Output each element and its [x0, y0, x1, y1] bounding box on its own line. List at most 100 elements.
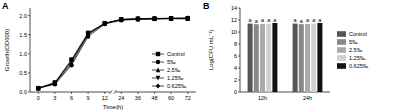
bar: [293, 24, 298, 92]
legend-marker: [156, 67, 160, 72]
y-tick: [238, 44, 240, 45]
significance-letter: a: [249, 17, 253, 23]
x-tick: [137, 92, 138, 94]
line: [38, 18, 187, 88]
bar: [260, 24, 265, 92]
legend-label: 0.625‰: [167, 83, 187, 89]
legend-label: 5‰: [167, 59, 176, 65]
significance-letter: a: [255, 18, 259, 24]
bar: [266, 24, 271, 92]
line: [38, 19, 187, 88]
x-tick-label: 9: [87, 95, 90, 101]
axis-break: [114, 90, 117, 94]
figure: AGrowth(OD600)Time(h)0.00.51.01.52.00369…: [0, 0, 400, 112]
y-axis-label: Log(CFU mL⁻¹): [208, 30, 214, 70]
legend-label: 1.25‰: [167, 75, 184, 81]
y-tick: [238, 92, 240, 93]
x-tick-label: 12h: [258, 95, 267, 101]
x-tick-label: 48: [151, 95, 157, 101]
significance-letter: a: [318, 17, 322, 23]
legend-label: 2.5‰: [167, 67, 181, 73]
significance-letter: a: [306, 17, 310, 23]
y-axis: [240, 8, 241, 92]
x-tick: [54, 92, 55, 94]
significance-letter: a: [312, 17, 316, 23]
line: [38, 19, 187, 88]
x-tick: [154, 92, 155, 94]
marker: [36, 86, 40, 91]
y-axis: [30, 8, 31, 92]
legend-swatch: [337, 63, 346, 69]
legend-marker: [156, 60, 160, 64]
y-tick-label: 14: [231, 5, 237, 11]
significance-letter: a: [273, 17, 277, 23]
bar: [248, 24, 253, 92]
legend-label: 2.5‰: [349, 47, 363, 53]
bar: [299, 24, 304, 92]
legend-swatch: [337, 31, 346, 37]
y-tick-label: 0.0: [19, 89, 27, 95]
y-tick: [28, 53, 30, 54]
legend-label: 0.625‰: [349, 63, 369, 69]
y-tick-label: 4: [234, 65, 237, 71]
significance-letter: a: [300, 18, 304, 24]
x-tick-label: 0: [37, 95, 40, 101]
y-tick-label: 2.0: [19, 13, 27, 19]
legend-marker: [156, 76, 160, 81]
y-tick-label: 1.0: [19, 51, 27, 57]
y-tick: [28, 15, 30, 16]
y-tick: [238, 80, 240, 81]
y-tick: [238, 32, 240, 33]
legend-marker: [156, 83, 160, 88]
y-tick-label: 12: [231, 17, 237, 23]
x-tick-label: 24: [118, 95, 124, 101]
y-tick: [238, 56, 240, 57]
x-tick: [187, 92, 188, 94]
legend-label: 5‰: [349, 39, 358, 45]
y-tick: [28, 72, 30, 73]
x-tick-label: 6: [70, 95, 73, 101]
legend-label: Control: [349, 31, 367, 37]
axis-break: [110, 90, 113, 94]
x-tick-label: 12: [102, 95, 108, 101]
x-tick-label: 24h: [303, 95, 312, 101]
bar: [272, 23, 277, 92]
y-tick: [28, 92, 30, 93]
line: [38, 18, 187, 88]
line: [38, 18, 187, 88]
x-tick-label: 3: [53, 95, 56, 101]
plot-area: [248, 23, 323, 92]
significance-letter: a: [267, 17, 271, 23]
bar: [311, 24, 316, 92]
legend-label: 1.25‰: [349, 55, 366, 61]
y-axis-label: Growth(OD600): [4, 29, 10, 71]
bar: [254, 24, 259, 92]
y-tick-label: 0.5: [19, 70, 27, 76]
plot-area: [36, 15, 190, 90]
significance-letter: a: [261, 17, 265, 23]
legend-swatch: [337, 55, 346, 61]
axis-break: [111, 90, 116, 94]
x-tick-label: 60: [168, 95, 174, 101]
bar: [317, 23, 322, 92]
y-tick-label: 10: [231, 29, 237, 35]
significance-letter: a: [294, 17, 298, 23]
legend: Control 5‰ 2.5‰ 1.25‰ 0.625‰: [337, 31, 369, 69]
y-tick-label: 8: [234, 41, 237, 47]
x-tick: [121, 92, 122, 94]
x-axis-label: Time(h): [103, 104, 123, 110]
legend: Control5‰2.5‰1.25‰0.625‰: [152, 51, 187, 89]
x-tick: [88, 92, 89, 94]
legend-swatch: [337, 47, 346, 53]
y-tick-label: 2: [234, 77, 237, 83]
bar: [305, 24, 310, 92]
panel-label: A: [2, 1, 9, 11]
y-tick-label: 1.5: [19, 32, 27, 38]
y-tick-label: 6: [234, 53, 237, 59]
y-tick: [28, 34, 30, 35]
x-axis: [240, 92, 330, 93]
x-tick-label: 36: [135, 95, 141, 101]
legend-marker: [156, 52, 160, 56]
x-tick: [104, 92, 105, 94]
y-tick: [238, 68, 240, 69]
